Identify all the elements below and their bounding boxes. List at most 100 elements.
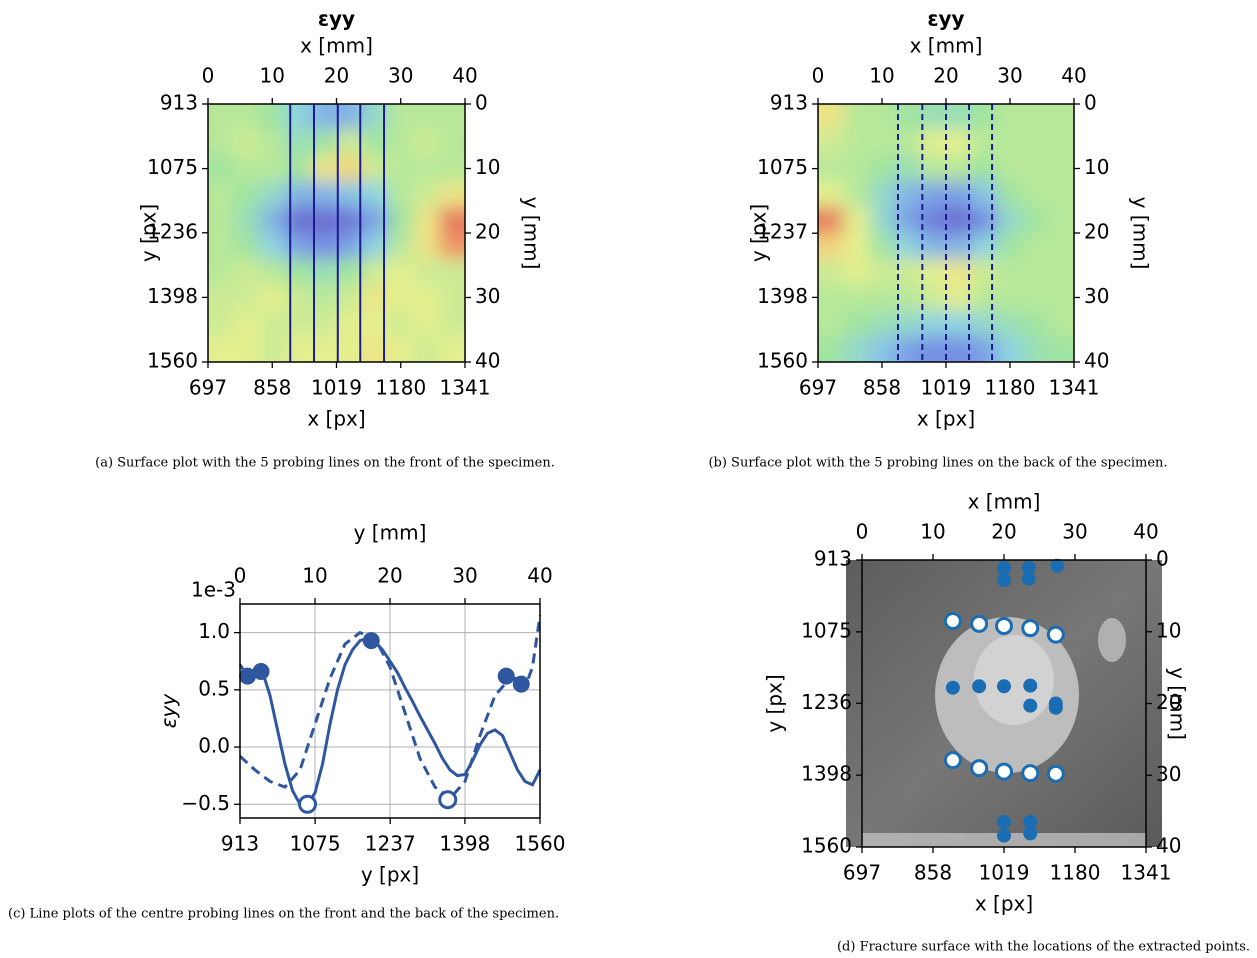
contour-cell: [387, 284, 415, 312]
x-tick-label: 40: [452, 64, 477, 88]
x-axis-label: x [mm]: [968, 490, 1041, 514]
contour-cell: [920, 284, 947, 312]
y-tick-label: 1075: [147, 155, 198, 179]
contour-cell: [843, 155, 871, 183]
contour-cell: [869, 284, 896, 312]
contour-cell: [1022, 233, 1050, 260]
hollow-point: [438, 790, 458, 810]
hollow-point: [995, 617, 1013, 636]
contour-cell: [971, 310, 999, 338]
y-axis-label: y [px]: [747, 204, 771, 262]
x-tick-label: 0: [202, 64, 215, 88]
contour-cell: [971, 104, 999, 131]
caption: (b) Surface plot with the 5 probing line…: [708, 456, 1167, 471]
x-tick-label: 858: [253, 376, 291, 400]
x-tick-label: 30: [997, 64, 1022, 88]
contour-cell: [285, 181, 312, 209]
contour-cell: [387, 181, 415, 209]
x-axis-label: x [mm]: [910, 34, 983, 58]
contour-cell: [413, 284, 441, 312]
contour-cell: [233, 181, 261, 209]
y-tick-label: 0.5: [198, 676, 230, 700]
filled-point: [972, 679, 987, 694]
contour-cell: [843, 104, 871, 131]
contour-cell: [869, 129, 896, 157]
x-tick-label: 1237: [365, 832, 416, 856]
contour-cell: [1048, 155, 1074, 183]
contour-cell: [971, 181, 999, 209]
contour-cell: [1022, 336, 1050, 362]
contour-cell: [233, 284, 261, 312]
y-axis-label: εyy: [157, 693, 181, 729]
x-tick-label: 1019: [979, 861, 1030, 885]
contour-cell: [997, 155, 1024, 183]
y2-axis-label: y [mm]: [1166, 667, 1190, 740]
filled-point: [1023, 678, 1038, 693]
contour-cell: [208, 258, 235, 286]
hollow-point: [943, 751, 962, 770]
x-tick-label: 20: [933, 64, 958, 88]
x-tick-label: 697: [843, 861, 881, 885]
y-tick-label: 20: [1084, 220, 1109, 244]
y-tick-label: 1075: [757, 155, 808, 179]
contour-cell: [336, 129, 364, 157]
y-tick-label: 1398: [147, 284, 198, 308]
contour-cell: [1022, 129, 1050, 157]
contour-cell: [439, 336, 465, 362]
contour-cell: [818, 155, 845, 183]
filled-point: [1023, 698, 1038, 713]
y-tick-label: 10: [475, 155, 500, 179]
y-tick-label: 0: [1156, 547, 1169, 571]
contour-cell: [233, 104, 261, 131]
y-tick-label: 0: [1084, 91, 1097, 115]
contour-cell: [310, 155, 338, 183]
x-tick-label: 10: [260, 64, 285, 88]
hollow-point: [970, 614, 989, 633]
contour-cell: [439, 233, 465, 260]
contour-cell: [1048, 207, 1074, 234]
caption: (a) Surface plot with the 5 probing line…: [95, 456, 555, 471]
contour-cell: [413, 336, 441, 362]
contour-cell: [1022, 258, 1050, 286]
x-tick-label: 1398: [439, 832, 490, 856]
contour-cell: [818, 310, 845, 338]
contour-cell: [920, 129, 947, 157]
filled-point: [1048, 700, 1063, 715]
contour-cell: [413, 104, 441, 131]
contour-cell: [336, 310, 364, 338]
y-tick-label: 40: [1084, 349, 1109, 373]
x-tick-label: 1180: [985, 376, 1036, 400]
contour-cell: [1048, 104, 1074, 131]
contour-cell: [439, 155, 465, 183]
chart-title: εyy: [318, 7, 355, 31]
contour-cell: [843, 129, 871, 157]
contour-cell: [259, 129, 287, 157]
x-tick-label: 0: [812, 64, 825, 88]
contour-cell: [336, 284, 364, 312]
contour-cell: [387, 207, 415, 234]
contour-cell: [233, 129, 261, 157]
contour-cell: [387, 233, 415, 260]
y-tick-label: 20: [1156, 690, 1181, 714]
contour-cell: [413, 181, 441, 209]
y-axis-label: y [px]: [137, 204, 161, 262]
contour-cell: [920, 258, 947, 286]
contour-cell: [1048, 284, 1074, 312]
contour-cells: [818, 104, 1074, 362]
contour-cell: [259, 258, 287, 286]
contour-cell: [869, 336, 896, 362]
contour-cell: [285, 233, 312, 260]
contour-cell: [285, 104, 312, 131]
contour-cell: [997, 181, 1024, 209]
contour-cell: [869, 155, 896, 183]
contour-cell: [285, 310, 312, 338]
y-tick-label: 913: [770, 91, 808, 115]
contour-cell: [869, 181, 896, 209]
contour-cell: [920, 207, 947, 234]
contour-cell: [1048, 310, 1074, 338]
x-tick-label: 30: [1062, 520, 1087, 544]
contour-cell: [285, 284, 312, 312]
contour-cell: [946, 258, 973, 286]
contour-cell: [997, 104, 1024, 131]
x-tick-label: 40: [1061, 64, 1086, 88]
